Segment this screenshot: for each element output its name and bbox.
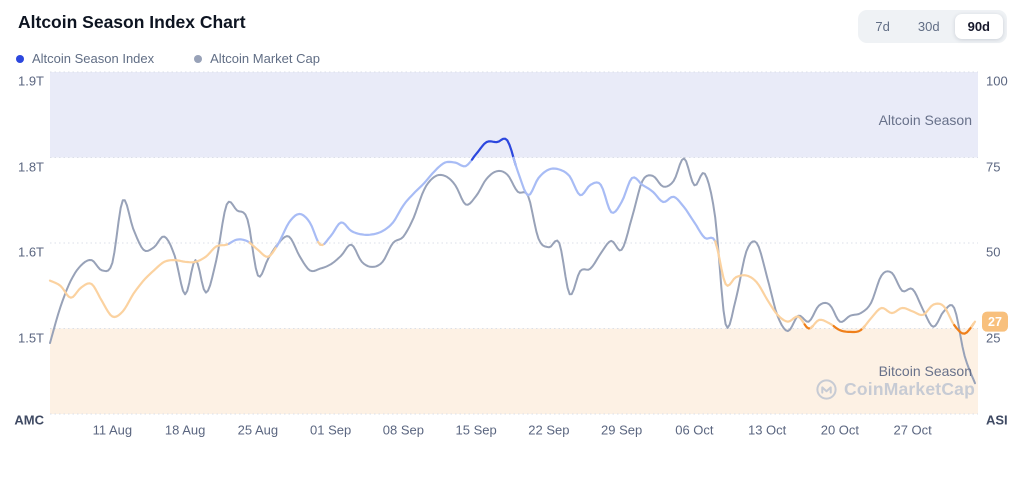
range-button-30d[interactable]: 30d <box>905 14 953 39</box>
time-range-selector: 7d 30d 90d <box>858 10 1007 43</box>
badge-value: 27 <box>988 315 1002 329</box>
range-button-90d[interactable]: 90d <box>954 14 1003 39</box>
legend-item-amc[interactable]: Altcoin Market Cap <box>194 51 320 66</box>
bitcoin-season-band <box>50 328 978 414</box>
legend-dot-icon <box>194 54 203 63</box>
legend-label: Altcoin Market Cap <box>210 51 320 66</box>
altcoin-season-index-line <box>970 320 977 328</box>
badge-background <box>982 311 1008 332</box>
altcoin-season-index-line <box>832 325 866 334</box>
altcoin-season-index-line <box>512 156 719 250</box>
altcoin-season-index-line <box>953 322 975 335</box>
altcoin-season-index-line <box>714 240 808 329</box>
altcoin-season-index-line <box>861 302 958 330</box>
season-bands <box>50 72 978 414</box>
altcoin-season-band <box>50 72 978 158</box>
altcoin-season-index-line <box>275 212 322 248</box>
page-title: Altcoin Season Index Chart <box>18 12 246 32</box>
altcoin-season-index-line <box>248 241 280 258</box>
current-value-badge: 27 <box>982 311 1008 332</box>
altcoin-market-cap-line <box>49 157 976 385</box>
altcoin-season-index-line <box>809 318 837 329</box>
range-button-7d[interactable]: 7d <box>862 14 902 39</box>
altcoin-season-index-line <box>470 137 517 166</box>
altcoin-season-index-line <box>323 155 476 245</box>
legend-item-asi[interactable]: Altcoin Season Index <box>16 51 154 66</box>
legend-label: Altcoin Season Index <box>32 51 155 66</box>
series-lines <box>48 137 977 385</box>
altcoin-season-index-line <box>227 238 253 246</box>
altcoin-season-index-line <box>48 241 232 319</box>
legend-dot-icon <box>16 54 24 63</box>
chart-legend: Altcoin Season Index Altcoin Market Cap <box>16 51 320 66</box>
